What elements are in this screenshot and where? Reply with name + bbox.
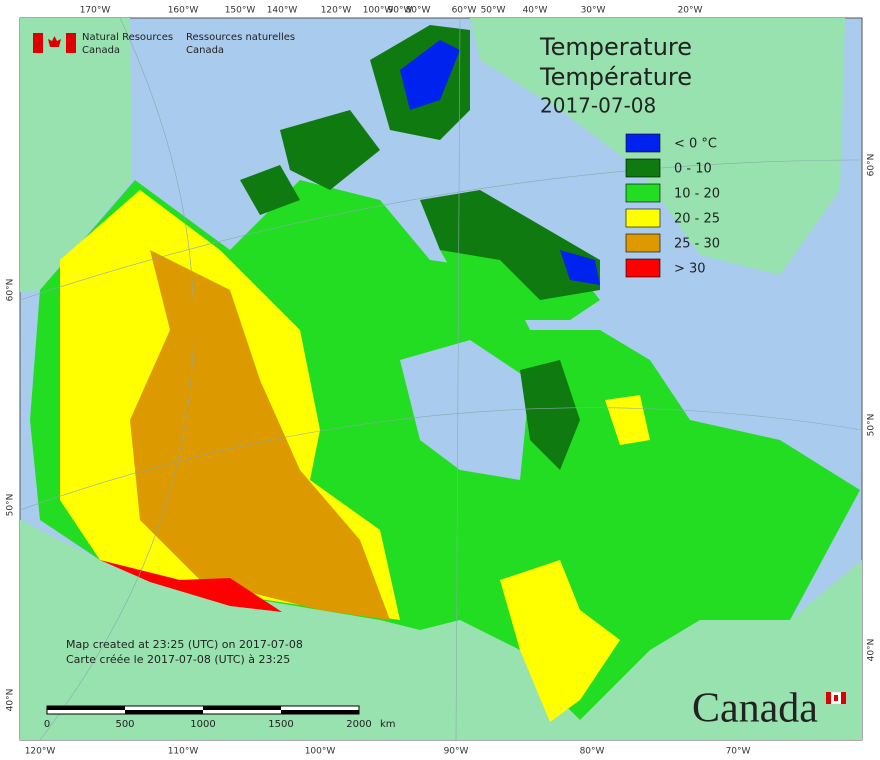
scale-label: 500 xyxy=(115,719,134,730)
legend-label: > 30 xyxy=(674,262,706,277)
graticule-label: 80°W xyxy=(580,747,605,757)
legend-label: 0 - 10 xyxy=(674,162,712,177)
credit: Carte créée le 2017-07-08 (UTC) à 23:25 xyxy=(66,653,290,666)
graticule-label: 40°W xyxy=(523,6,548,16)
legend-swatch xyxy=(625,233,661,253)
legend-swatch xyxy=(625,208,661,228)
logo-text: Canada xyxy=(186,45,224,56)
graticule-label: 60°W xyxy=(452,6,477,16)
legend-label: 25 - 30 xyxy=(674,237,720,252)
title-date: 2017-07-08 xyxy=(540,94,656,118)
scale-label: 0 xyxy=(44,719,50,730)
scale-label: 1000 xyxy=(190,719,215,730)
wordmark: Canada xyxy=(692,686,818,732)
legend-label: 10 - 20 xyxy=(674,187,720,202)
graticule-label: 160°W xyxy=(168,6,199,16)
logo: Natural Resources Canada Ressources natu… xyxy=(33,32,295,56)
legend-swatch xyxy=(625,258,661,278)
scale-label: 2000 xyxy=(346,719,371,730)
logo-text: Canada xyxy=(82,45,120,56)
credit: Map created at 23:25 (UTC) on 2017-07-08 xyxy=(66,638,303,651)
graticule-label: 40°N xyxy=(867,639,877,662)
scale-bar xyxy=(46,705,360,715)
legend-swatch xyxy=(625,158,661,178)
graticule-label: 150°W xyxy=(225,6,256,16)
graticule-label: 60°N xyxy=(867,154,877,177)
logo-text: Ressources naturelles xyxy=(186,32,295,43)
graticule-label: 100°W xyxy=(363,6,394,16)
graticule-label: 110°W xyxy=(168,747,199,757)
legend-label: < 0 °C xyxy=(674,137,717,152)
graticule-label: 40°N xyxy=(6,689,16,712)
land xyxy=(20,18,862,740)
title: Temperature xyxy=(539,33,692,61)
graticule-label: 50°N xyxy=(867,414,877,437)
graticule-label: 20°W xyxy=(678,6,703,16)
graticule-label: 100°W xyxy=(305,747,336,757)
scale-label: 1500 xyxy=(268,719,293,730)
graticule-label: 70°W xyxy=(726,747,751,757)
wordmark-flag xyxy=(825,691,847,705)
title: Température xyxy=(539,63,692,91)
graticule-label: 80°W xyxy=(406,6,431,16)
graticule-label: 120°W xyxy=(321,6,352,16)
graticule-label: 30°W xyxy=(581,6,606,16)
graticule-label: 120°W xyxy=(25,747,56,757)
graticule-label: 140°W xyxy=(267,6,298,16)
legend-swatch xyxy=(625,183,661,203)
graticule xyxy=(19,17,863,741)
logo-text: Natural Resources xyxy=(82,32,173,43)
graticule-label: 90°W xyxy=(444,747,469,757)
graticule-label: 170°W xyxy=(80,6,111,16)
graticule-label: 50°N xyxy=(6,494,16,517)
graticule-label: 60°N xyxy=(6,279,16,302)
graticule-label: 90°W xyxy=(388,6,413,16)
graticule-label: 50°W xyxy=(481,6,506,16)
scale-unit: km xyxy=(380,719,396,730)
legend-swatch xyxy=(625,133,661,153)
legend-label: 20 - 25 xyxy=(674,212,720,227)
